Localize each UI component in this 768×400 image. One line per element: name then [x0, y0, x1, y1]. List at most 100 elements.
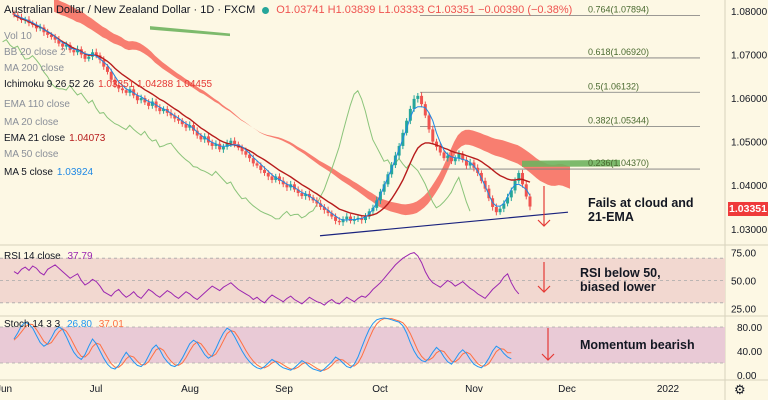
- legend-item[interactable]: MA 50 close: [4, 149, 58, 160]
- rsi-value: 37.79: [67, 251, 93, 262]
- candle-body: [124, 90, 128, 93]
- candle-body: [139, 98, 143, 101]
- candle-body: [61, 43, 65, 47]
- stoch-k-line: [13, 317, 512, 372]
- candle-body: [94, 52, 98, 56]
- legend-label: EMA 21 close: [4, 133, 66, 144]
- candle-body: [423, 104, 427, 116]
- candle-body: [446, 155, 450, 159]
- candle-body: [263, 169, 267, 173]
- candle-body: [405, 120, 409, 133]
- candle-body: [162, 108, 166, 112]
- candle-body: [319, 203, 323, 207]
- candle-body: [38, 27, 42, 29]
- x-tick-label: Oct: [372, 384, 388, 395]
- candle-body: [244, 151, 248, 155]
- price-tick-label: 1.06000: [731, 94, 768, 105]
- legend-item[interactable]: EMA 110 close: [4, 99, 70, 110]
- stoch-tick-label: 80.00: [737, 323, 762, 334]
- symbol-title[interactable]: Australian Dollar / New Zealand Dollar ·…: [4, 4, 256, 16]
- candle-body: [438, 146, 442, 153]
- x-tick-label: 2022: [657, 384, 680, 395]
- fib-level-label: 0.236(1.04370): [588, 158, 649, 168]
- x-tick-label: Nov: [465, 384, 483, 395]
- candle-body: [524, 184, 528, 197]
- x-tick-label: Jul: [90, 384, 103, 395]
- candle-body: [382, 184, 386, 192]
- candle-body: [363, 216, 367, 221]
- candle-body: [255, 163, 259, 166]
- candle-body: [53, 37, 57, 40]
- x-tick-label: Jun: [0, 384, 12, 395]
- candle-body: [502, 203, 506, 209]
- rsi-tick-label: 25.00: [731, 304, 756, 315]
- candle-body: [412, 98, 416, 109]
- ma5-line: [13, 13, 531, 221]
- fib-level-label: 0.5(1.06132): [588, 81, 639, 91]
- candle-body: [180, 120, 184, 125]
- candle-body: [378, 191, 382, 201]
- ichimoku-cloud-bullish: [522, 159, 620, 167]
- candle-body: [64, 44, 68, 47]
- legend-item[interactable]: Ichimoku 9 26 52 26 1.03351 1.04288 1.044…: [4, 79, 212, 90]
- candle-body: [506, 197, 510, 204]
- candle-body: [184, 124, 188, 128]
- candle-body: [472, 162, 476, 168]
- candle-body: [322, 206, 326, 211]
- legend-item[interactable]: MA 200 close: [4, 63, 64, 74]
- candle-body: [285, 184, 289, 188]
- candle-body: [150, 101, 154, 106]
- chart-header: Australian Dollar / New Zealand Dollar ·…: [4, 4, 572, 16]
- gear-icon[interactable]: ⚙: [734, 382, 746, 397]
- candle-body: [72, 50, 76, 53]
- price-down-arrow-head: [537, 219, 551, 227]
- legend-item[interactable]: EMA 21 close 1.04073: [4, 133, 105, 144]
- candle-body: [229, 140, 233, 144]
- legend-label: BB 20 close 2: [4, 47, 66, 58]
- price-tick-label: 1.05000: [731, 138, 768, 149]
- candle-body: [240, 147, 244, 152]
- candle-body: [498, 208, 502, 213]
- candle-body: [266, 172, 270, 177]
- candle-body: [105, 66, 109, 72]
- stoch-tick-label: 0.00: [737, 371, 757, 382]
- candle-body: [296, 189, 300, 194]
- candle-body: [517, 172, 521, 181]
- stoch-d-value: 37.01: [98, 319, 124, 330]
- rsi-legend[interactable]: RSI 14 close 37.79: [4, 251, 93, 262]
- legend-item[interactable]: MA 5 close 1.03924: [4, 167, 93, 178]
- candle-body: [221, 146, 225, 150]
- stoch-k-value: 26.80: [66, 319, 92, 330]
- candle-body: [420, 95, 424, 105]
- candle-body: [158, 107, 162, 112]
- candle-body: [109, 71, 113, 80]
- candle-body: [177, 118, 181, 121]
- candle-body: [195, 130, 199, 136]
- price-tick-label: 1.08000: [731, 7, 768, 18]
- candle-body: [76, 49, 80, 53]
- candle-body: [169, 112, 173, 116]
- candle-body: [442, 152, 446, 159]
- candle-body: [57, 39, 61, 44]
- candle-body: [356, 217, 360, 220]
- legend-item[interactable]: MA 20 close: [4, 117, 58, 128]
- price-tick-label: 1.03000: [731, 225, 768, 236]
- candle-body: [218, 143, 222, 150]
- candle-body: [341, 219, 345, 223]
- ichimoku-cloud-bearish: [54, 0, 570, 216]
- candle-body: [427, 115, 431, 130]
- x-tick-label: Dec: [558, 384, 576, 395]
- candle-body: [487, 188, 491, 199]
- ohlc-readout: O1.03741 H1.03839 L1.03333 C1.03351 −0.0…: [276, 4, 573, 16]
- fib-level-label: 0.764(1.07894): [588, 5, 649, 15]
- legend-item[interactable]: Vol 10: [4, 31, 32, 42]
- candle-body: [416, 95, 420, 99]
- candle-body: [453, 158, 457, 162]
- rsi-tick-label: 50.00: [731, 277, 756, 288]
- x-tick-label: Aug: [181, 384, 199, 395]
- legend-item[interactable]: BB 20 close 2: [4, 47, 66, 58]
- stoch-legend[interactable]: Stoch 14 3 3 26.80 37.01: [4, 319, 124, 330]
- legend-value: 1.03351 1.04288 1.04455: [98, 79, 213, 90]
- candle-body: [375, 200, 379, 208]
